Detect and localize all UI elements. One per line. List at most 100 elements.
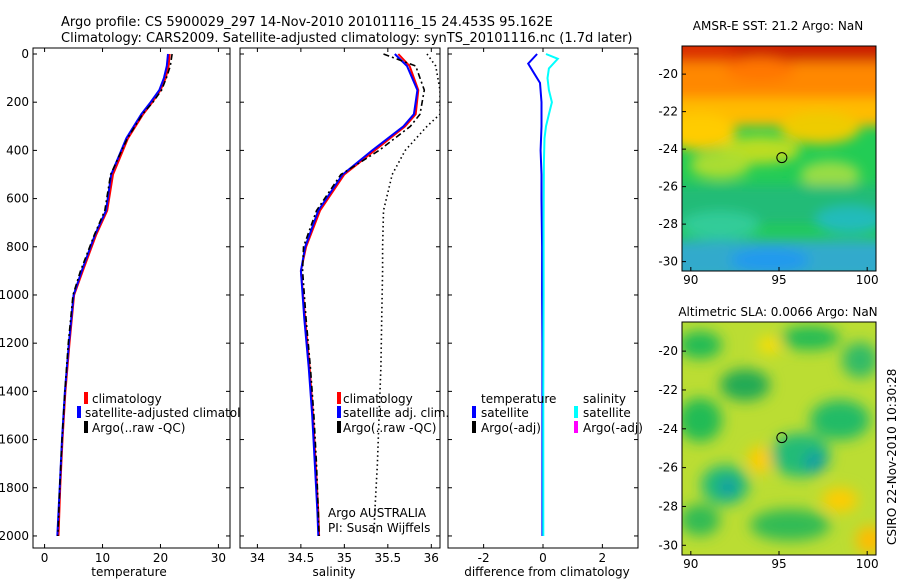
legend-group-title-temperature: temperature	[481, 392, 556, 406]
map-y-tick-label: -28	[658, 499, 678, 513]
float-annotation-line-2: PI: Susan Wijffels	[328, 521, 430, 535]
y-tick-label: 1000	[0, 288, 29, 302]
map-y-tick-label: -20	[658, 67, 678, 81]
legend-label-argo: Argo(..raw -QC)	[343, 421, 436, 435]
temperature-axes-frame	[32, 47, 231, 549]
temperature-lines	[56, 53, 173, 537]
legend-swatch-argo	[337, 421, 341, 433]
legend-label-temperature-satellite: satellite	[481, 406, 529, 420]
series-line-argo-raw-qc-	[57, 53, 173, 537]
y-tick-label: 800	[6, 240, 29, 254]
legend-label-satellite: satellite adj. clim.	[343, 406, 449, 420]
sla-map-ticks: 90 95 100 -20 -22 -24 -26 -28 -30	[658, 344, 878, 571]
temperature-ticks: 0 10 20 30 0 200 400 600 800 1000 1200 1400 1600 1800…	[0, 47, 230, 565]
map-y-tick-label: -28	[658, 217, 678, 231]
map-y-tick-label: -30	[658, 255, 678, 269]
legend-swatch-climatology	[337, 392, 341, 404]
map-y-tick-label: -26	[658, 180, 678, 194]
legend-swatch-salinity-argo	[574, 421, 578, 433]
y-tick-label: 1400	[0, 384, 29, 398]
x-tick-label: 34	[250, 551, 265, 565]
x-tick-label: 0	[41, 551, 49, 565]
legend-label-temperature-argo: Argo(-adj)	[481, 421, 541, 435]
y-tick-label: 1800	[0, 481, 29, 495]
map-y-tick-label: -22	[658, 383, 678, 397]
x-tick-label: 0	[539, 551, 547, 565]
sst-map-ticks: 90 95 100 -20 -22 -24 -26 -28 -30	[658, 67, 878, 287]
y-tick-label: 400	[6, 143, 29, 157]
difference-panel: -2 0 2 difference from climatology tempera…	[447, 47, 643, 579]
sla-map: Altimetric SLA: 0.0066 Argo: NaN	[658, 305, 878, 571]
y-tick-label: 1600	[0, 433, 29, 447]
legend-label-argo: Argo(..raw -QC)	[92, 421, 185, 435]
sst-map: AMSR-E SST: 21.2 Argo: NaN	[658, 19, 878, 287]
y-tick-label: 1200	[0, 336, 29, 350]
temperature-panel: 0 10 20 30 0 200 400 600 800 1000 1200 1400 1600 1800…	[0, 47, 263, 579]
x-tick-label: 2	[599, 551, 607, 565]
salinity-panel: 34 34.5 35 35.5 36 salinity climatology sate…	[239, 47, 449, 579]
legend-label-salinity-satellite: satellite	[583, 406, 631, 420]
y-tick-label: 200	[6, 95, 29, 109]
legend-swatch-satellite	[77, 406, 81, 418]
x-tick-label: -2	[478, 551, 490, 565]
map-x-tick-label: 100	[856, 557, 879, 571]
x-tick-label: 34.5	[288, 551, 315, 565]
x-tick-label: 36	[424, 551, 439, 565]
sla-argo-position-marker	[776, 432, 788, 444]
y-tick-label: 2000	[0, 529, 29, 543]
map-y-tick-label: -26	[658, 461, 678, 475]
legend-label-climatology: climatology	[343, 392, 413, 406]
series-line-salinity-satellite	[542, 53, 560, 536]
figure-title-line-1: Argo profile: CS 5900029_297 14-Nov-2010…	[61, 15, 553, 30]
salinity-legend: climatology satellite adj. clim. Argo(..…	[337, 392, 449, 435]
legend-swatch-climatology	[84, 392, 88, 404]
map-y-tick-label: -20	[658, 344, 678, 358]
legend-label-salinity-argo: Argo(-adj)	[583, 421, 643, 435]
x-tick-label: 10	[95, 551, 110, 565]
series-line-argo-raw-qc-	[301, 53, 426, 537]
map-x-tick-label: 95	[771, 557, 786, 571]
y-tick-label: 600	[6, 192, 29, 206]
sst-map-title: AMSR-E SST: 21.2 Argo: NaN	[693, 19, 863, 33]
map-x-tick-label: 100	[856, 273, 879, 287]
x-tick-label: 35.5	[374, 551, 401, 565]
legend-group-title-salinity: salinity	[583, 392, 626, 406]
x-tick-label: 30	[211, 551, 226, 565]
salinity-lines	[299, 53, 440, 537]
float-annotation-line-1: Argo AUSTRALIA	[328, 506, 427, 520]
figure-title-line-2: Climatology: CARS2009. Satellite-adjuste…	[61, 31, 633, 46]
map-y-tick-label: -30	[658, 538, 678, 552]
x-tick-label: 20	[153, 551, 168, 565]
x-tick-label: 35	[337, 551, 352, 565]
legend-label-climatology: climatology	[92, 392, 162, 406]
temperature-xlabel: temperature	[91, 565, 166, 579]
legend-label-satellite: satellite-adjusted climatology	[85, 406, 263, 420]
temperature-legend: climatology satellite-adjusted climatolo…	[77, 392, 263, 435]
sst-argo-position-marker	[776, 152, 788, 164]
legend-swatch-temperature-argo	[472, 421, 476, 433]
sst-map-field	[682, 46, 876, 271]
series-line-satellite-adjusted-climatology	[56, 53, 169, 537]
salinity-ticks: 34 34.5 35 35.5 36	[240, 48, 440, 565]
map-y-tick-label: -24	[658, 422, 678, 436]
difference-xlabel: difference from climatology	[464, 565, 630, 579]
difference-ticks: -2 0 2	[448, 48, 638, 565]
sla-map-field	[682, 322, 876, 555]
sla-map-title: Altimetric SLA: 0.0066 Argo: NaN	[678, 305, 877, 319]
difference-lines	[526, 53, 560, 536]
legend-swatch-argo	[84, 421, 88, 433]
map-x-tick-label: 90	[683, 273, 698, 287]
map-y-tick-label: -24	[658, 142, 678, 156]
map-y-tick-label: -22	[658, 105, 678, 119]
map-x-tick-label: 90	[683, 557, 698, 571]
salinity-axes-frame	[239, 47, 441, 549]
series-line-satellite-adj-clim-	[299, 53, 419, 537]
legend-swatch-temperature-satellite	[472, 406, 476, 418]
map-x-tick-label: 95	[771, 273, 786, 287]
side-timestamp-label: CSIRO 22-Nov-2010 10:30:28	[885, 369, 899, 545]
legend-swatch-satellite	[337, 406, 341, 418]
y-tick-label: 0	[21, 47, 29, 61]
salinity-xlabel: salinity	[312, 565, 355, 579]
legend-swatch-salinity-satellite	[574, 406, 578, 418]
